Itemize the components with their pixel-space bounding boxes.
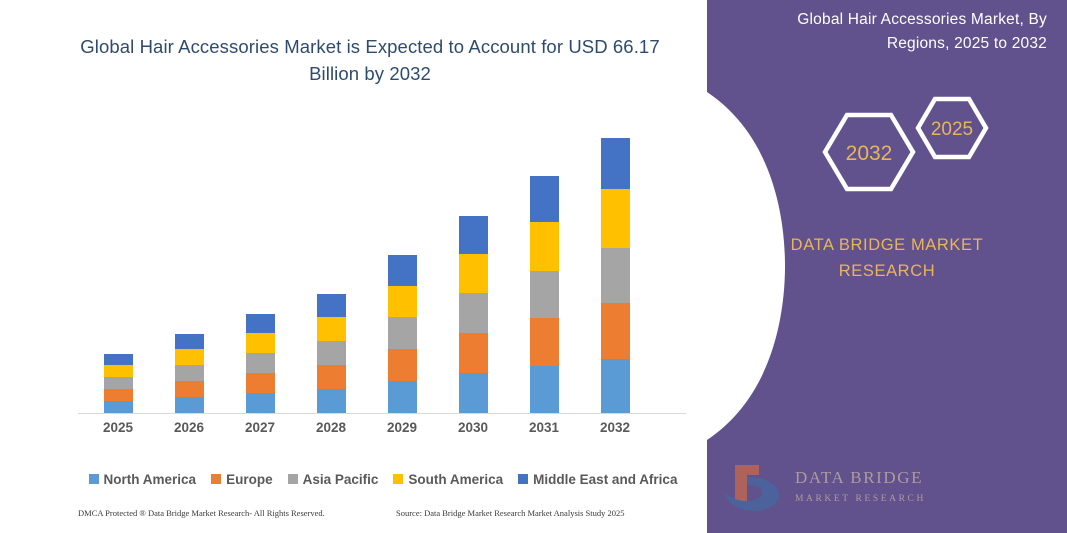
segment-north-america[interactable]	[387, 381, 417, 413]
bar-2026[interactable]	[174, 334, 204, 413]
legend-label: Asia Pacific	[302, 471, 379, 487]
hexagon-2032-label: 2032	[846, 142, 893, 165]
footer-source: Source: Data Bridge Market Research Mark…	[396, 508, 625, 518]
segment-middle-east-and-africa[interactable]	[316, 294, 346, 317]
x-axis-line	[78, 412, 686, 414]
segment-asia-pacific[interactable]	[600, 248, 630, 303]
segment-europe[interactable]	[245, 373, 275, 393]
watermark-line-2: MARKET RESEARCH	[795, 494, 926, 504]
segment-south-america[interactable]	[103, 365, 133, 377]
bar-2032[interactable]	[600, 138, 630, 413]
hexagon-2025-outline	[915, 96, 989, 160]
legend-item-europe[interactable]: Europe	[211, 472, 273, 487]
segment-south-america[interactable]	[458, 254, 488, 293]
brand-line-2: RESEARCH	[838, 262, 936, 280]
segment-europe[interactable]	[529, 318, 559, 366]
hexagon-2032-outline	[822, 112, 916, 192]
legend-swatch-icon	[88, 474, 99, 484]
x-label-2027: 2027	[244, 420, 276, 435]
bar-2027[interactable]	[245, 314, 275, 413]
segment-middle-east-and-africa[interactable]	[387, 255, 417, 286]
segment-south-america[interactable]	[529, 222, 559, 271]
watermark-line-1: DATA BRIDGE	[795, 468, 923, 487]
chart-panel: Global Hair Accessories Market is Expect…	[78, 36, 688, 524]
segment-asia-pacific[interactable]	[387, 317, 417, 349]
hexagon-badges: 2025 2032	[807, 95, 997, 205]
segment-asia-pacific[interactable]	[316, 341, 346, 365]
chart-legend: North America Europe Asia Pacific South Ame…	[78, 468, 688, 490]
segment-middle-east-and-africa[interactable]	[600, 138, 630, 189]
x-label-2030: 2030	[457, 420, 489, 435]
segment-europe[interactable]	[174, 381, 204, 397]
legend-item-north-america[interactable]: North America	[88, 471, 197, 487]
side-panel-title: Global Hair Accessories Market, By Regio…	[797, 11, 1047, 52]
legend-item-asia-pacific[interactable]: Asia Pacific	[287, 471, 379, 487]
bar-2030[interactable]	[458, 216, 488, 413]
x-label-2026: 2026	[173, 420, 205, 435]
bar-2028[interactable]	[316, 294, 346, 413]
segment-south-america[interactable]	[174, 349, 204, 365]
x-label-2028: 2028	[315, 420, 347, 435]
bar-2029[interactable]	[387, 255, 417, 413]
segment-middle-east-and-africa[interactable]	[245, 314, 275, 333]
segment-north-america[interactable]	[103, 401, 133, 413]
segment-north-america[interactable]	[316, 389, 346, 413]
footer-copyright: DMCA Protected ® Data Bridge Market Rese…	[78, 508, 325, 518]
legend-item-south-america[interactable]: South America	[393, 472, 503, 487]
x-label-2029: 2029	[386, 420, 418, 435]
brand-name: DATA BRIDGE MARKET RESEARCH	[737, 232, 1037, 284]
segment-north-america[interactable]	[529, 366, 559, 413]
segment-north-america[interactable]	[174, 397, 204, 413]
legend-swatch-icon	[211, 474, 222, 484]
hexagon-2025-label: 2025	[931, 119, 973, 140]
segment-middle-east-and-africa[interactable]	[103, 354, 133, 365]
segment-south-america[interactable]	[387, 286, 417, 317]
segment-north-america[interactable]	[600, 359, 630, 413]
legend-item-middle-east-and-africa[interactable]: Middle East and Africa	[518, 472, 677, 487]
chart-title: Global Hair Accessories Market is Expect…	[80, 36, 660, 84]
footer: DMCA Protected ® Data Bridge Market Rese…	[78, 508, 688, 524]
segment-europe[interactable]	[458, 333, 488, 373]
segment-asia-pacific[interactable]	[458, 293, 488, 333]
segment-north-america[interactable]	[458, 373, 488, 413]
segment-middle-east-and-africa[interactable]	[458, 216, 488, 254]
legend-label: Europe	[226, 471, 273, 487]
x-axis-labels: 2025 2026 2027 2028 2029 2030 2031 2032	[78, 420, 688, 442]
segment-middle-east-and-africa[interactable]	[529, 176, 559, 222]
legend-swatch-icon	[287, 474, 298, 484]
segment-south-america[interactable]	[600, 189, 630, 248]
segment-europe[interactable]	[316, 365, 346, 389]
legend-label: South America	[408, 471, 504, 487]
legend-swatch-icon	[393, 474, 404, 484]
watermark-logo: DATA BRIDGE MARKET RESEARCH	[717, 455, 937, 517]
segment-north-america[interactable]	[245, 393, 275, 413]
segment-asia-pacific[interactable]	[529, 271, 559, 318]
brand-line-1: DATA BRIDGE MARKET	[790, 236, 984, 254]
side-panel: Global Hair Accessories Market, By Regio…	[707, 0, 1067, 533]
segment-europe[interactable]	[600, 303, 630, 359]
bar-chart-bars	[78, 120, 688, 413]
x-label-2031: 2031	[528, 420, 560, 435]
bar-2025[interactable]	[103, 354, 133, 413]
segment-europe[interactable]	[387, 349, 417, 381]
segment-asia-pacific[interactable]	[103, 377, 133, 389]
segment-asia-pacific[interactable]	[174, 365, 204, 381]
logo-mark-icon	[725, 465, 779, 511]
segment-asia-pacific[interactable]	[245, 353, 275, 373]
segment-south-america[interactable]	[316, 317, 346, 341]
segment-south-america[interactable]	[245, 333, 275, 353]
purple-panel-shape	[707, 0, 1067, 533]
legend-label: Middle East and Africa	[533, 471, 678, 487]
segment-europe[interactable]	[103, 389, 133, 401]
bar-2031[interactable]	[529, 176, 559, 413]
legend-swatch-icon	[518, 474, 529, 484]
x-label-2025: 2025	[102, 420, 134, 435]
legend-label: North America	[103, 471, 197, 487]
x-label-2032: 2032	[599, 420, 631, 435]
segment-middle-east-and-africa[interactable]	[174, 334, 204, 349]
